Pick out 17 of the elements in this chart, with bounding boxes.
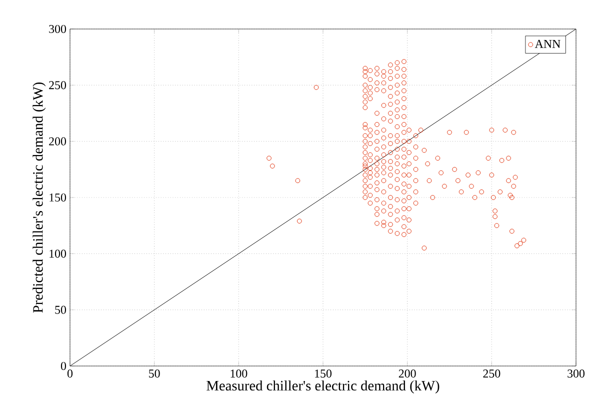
- y-tick-label: 50: [55, 306, 66, 314]
- x-tick-label: 150: [315, 370, 332, 378]
- x-tick-label: 200: [398, 370, 416, 378]
- x-axis-title: Measured chiller's electric demand (kW): [206, 380, 440, 394]
- y-tick-label: 300: [49, 24, 66, 34]
- x-tick-label: 0: [67, 370, 73, 378]
- x-tick-label: 300: [568, 370, 585, 378]
- y-tick-label: 0: [60, 362, 66, 370]
- y-tick-label: 250: [49, 81, 66, 90]
- x-tick-label: 50: [149, 370, 160, 378]
- y-tick-label: 150: [50, 193, 66, 202]
- legend-label: ANN: [534, 40, 560, 48]
- x-tick-label: 100: [230, 370, 248, 378]
- y-axis-title: Predicted chiller's electric demand (kW): [32, 82, 46, 313]
- y-tick-label: 100: [50, 250, 66, 258]
- x-tick-label: 250: [483, 370, 500, 378]
- y-tick-label: 200: [49, 137, 66, 146]
